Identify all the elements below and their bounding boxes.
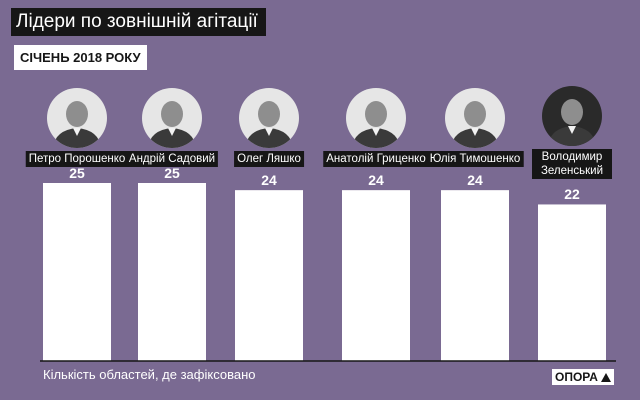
bar (138, 183, 206, 361)
category-label: Анатолій Гриценко (323, 151, 429, 167)
portrait-photo (142, 88, 202, 148)
category-label: Олег Ляшко (234, 151, 304, 167)
bar (538, 204, 606, 361)
footnote: Кількість областей, де зафіксовано (43, 367, 256, 382)
portrait-photo (346, 88, 406, 148)
chart-title: Лідери по зовнішній агітації (11, 8, 266, 36)
chart-subtitle: СІЧЕНЬ 2018 РОКУ (14, 45, 147, 70)
category-label: Юлія Тимошенко (426, 151, 524, 167)
value-label: 25 (164, 165, 180, 181)
value-label: 25 (69, 165, 85, 181)
value-label: 24 (467, 172, 483, 189)
category-label: Володимир Зеленський (532, 149, 612, 179)
category-label: Петро Порошенко (25, 151, 129, 167)
logo-text: ОПОРА (555, 370, 598, 384)
bar (441, 190, 509, 361)
value-label: 24 (368, 172, 384, 189)
portrait-photo (445, 88, 505, 148)
triangle-icon (600, 372, 611, 382)
bar (342, 190, 410, 361)
portrait-photo (239, 88, 299, 148)
bar (235, 190, 303, 361)
category-label: Андрій Садовий (125, 151, 219, 167)
value-label: 24 (261, 172, 277, 189)
portrait-photo (47, 88, 107, 148)
value-label: 22 (564, 186, 580, 203)
opora-logo: ОПОРА (552, 369, 614, 385)
portrait-photo (542, 86, 602, 146)
bar (43, 183, 111, 361)
